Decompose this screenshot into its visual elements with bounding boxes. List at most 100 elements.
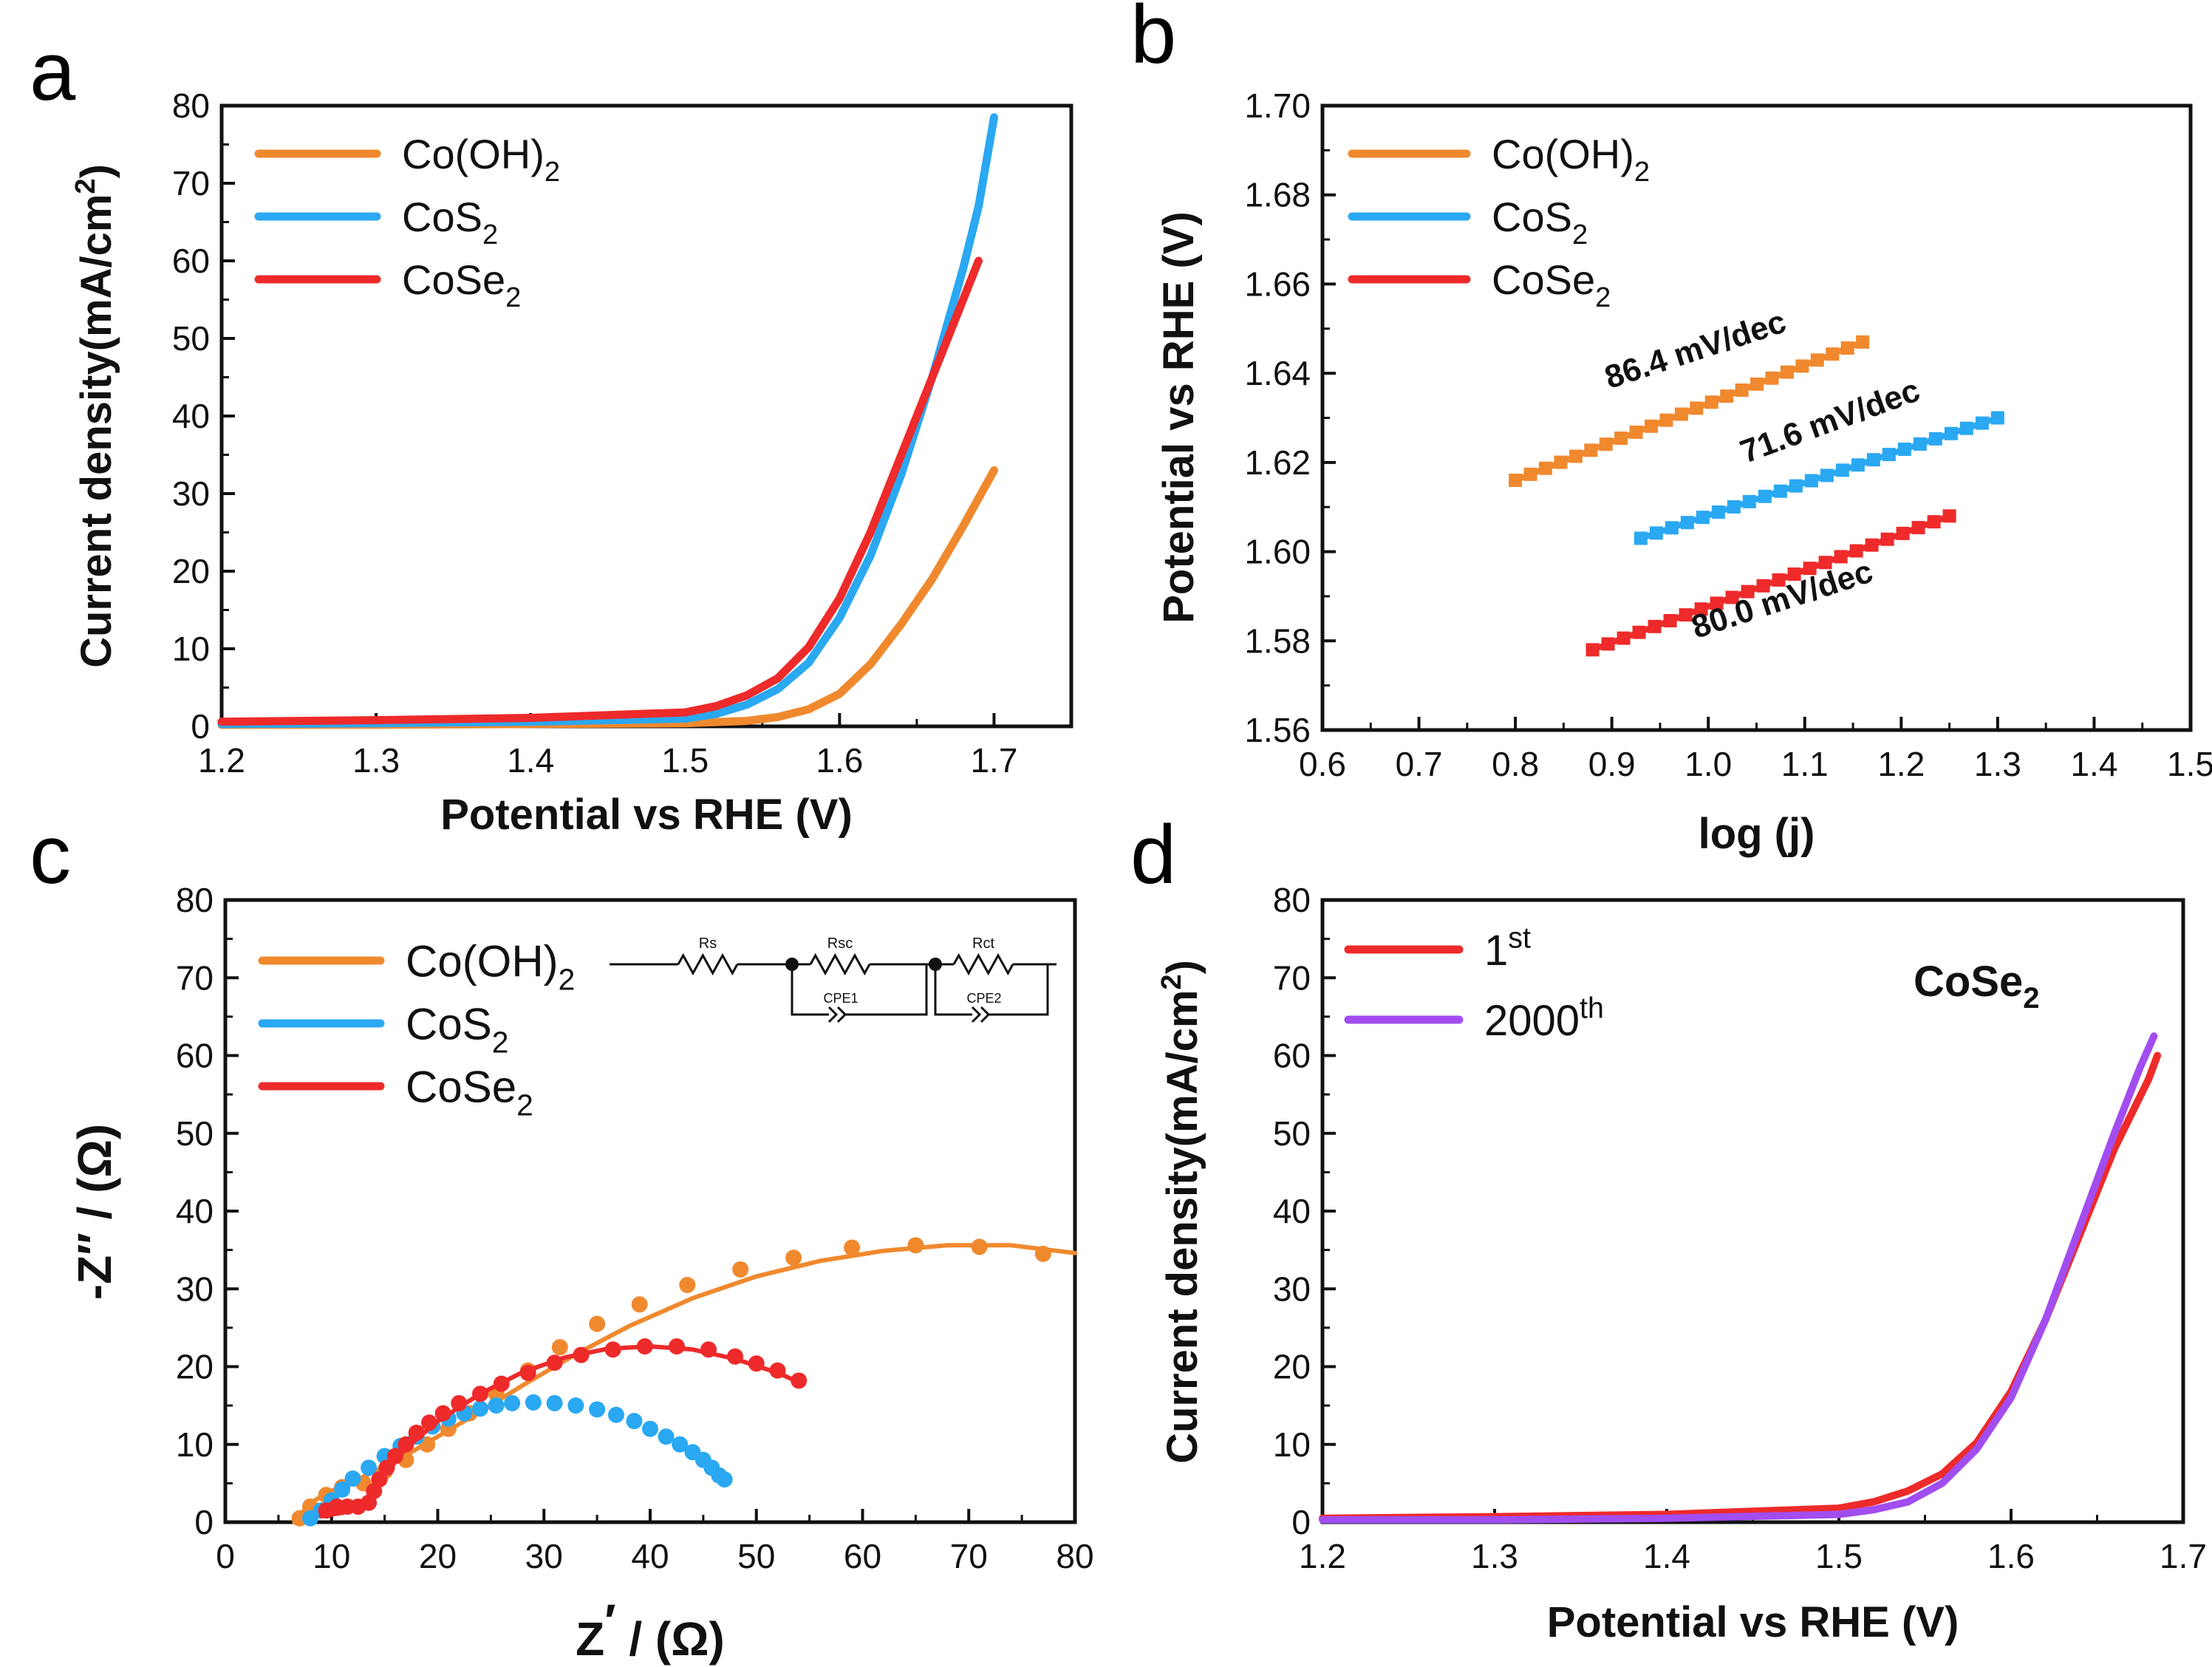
panel-b-data-point [1538, 461, 1552, 475]
panel-c-data-point [668, 1338, 685, 1355]
panel-c-y-tick-label: 60 [176, 1037, 214, 1075]
panel-b-data-point [1634, 531, 1648, 545]
panel-c-data-point [907, 1237, 924, 1254]
panel-b-y-axis-label: Potential vs RHE (V) [1155, 211, 1203, 624]
panel-c-data-point [971, 1238, 988, 1255]
panel-c-legend-label: CoSe2 [406, 1063, 533, 1122]
chart-panel-a: 1.2 1.3 1.4 1.5 1.6 1.7 0 10 20 30 40 50 60 70 80 Co(OH… [70, 86, 1073, 839]
panel-a-y-tick-label: 30 [172, 474, 210, 513]
panel-b-data-point [1835, 463, 1849, 477]
panel-c-fit-curve [318, 1344, 802, 1518]
panel-c-data-point [371, 1471, 388, 1488]
panel-a-y-tick-label: 40 [172, 397, 210, 435]
panel-d-y-tick-label: 10 [1273, 1425, 1311, 1464]
panel-a-x-tick-label: 1.5 [661, 741, 709, 780]
panel-b-data-point [1601, 637, 1615, 651]
circuit-label-cpe: CPE2 [966, 991, 1001, 1006]
panel-b-data-point [1866, 453, 1880, 467]
panel-d-plot-frame [1320, 898, 2185, 1524]
panel-b-data-point [1795, 359, 1809, 373]
panel-b-data-point [1632, 625, 1646, 639]
panel-c-data-point [604, 1341, 621, 1358]
circuit-cpe-symbol [827, 1006, 847, 1023]
panel-b-data-point [1741, 584, 1755, 599]
panel-d-y-tick-label: 20 [1273, 1348, 1311, 1386]
panel-a-x-tick-label: 1.4 [507, 741, 554, 780]
panel-b-data-point [1911, 521, 1925, 535]
panel-b-data-point [1834, 550, 1848, 564]
panel-c-x-tick-label: 80 [1056, 1537, 1093, 1575]
panel-a-x-tick-label: 1.2 [198, 741, 245, 780]
panel-d-x-tick-label: 1.2 [1299, 1537, 1346, 1575]
panel-a-y-tick-label: 0 [191, 707, 210, 746]
panel-d-x-tick-label: 1.5 [1815, 1537, 1863, 1575]
panel-b-data-point [1663, 613, 1677, 627]
panel-c-x-tick-label: 0 [216, 1537, 235, 1575]
panel-b-data-point [1584, 443, 1598, 457]
panel-b-data-point [1928, 432, 1942, 446]
panel-c-x-tick-label: 10 [313, 1537, 350, 1575]
panel-c-x-tick-label: 70 [950, 1537, 988, 1575]
panel-b-data-point [1927, 515, 1941, 529]
panel-b-data-point [1975, 416, 1989, 430]
panel-b-data-point [1880, 532, 1894, 546]
panel-a-y-axis-label: Current density(mA/cm2) [70, 164, 120, 668]
panel-b-data-point [1849, 544, 1863, 558]
panel-d-y-tick-label: 0 [1291, 1503, 1311, 1541]
panel-label-b: b [1130, 0, 1176, 81]
panel-d-series-2000 [1319, 1032, 2158, 1524]
panel-b-x-tick-label: 1.3 [1974, 745, 2021, 783]
panel-b-x-tick-label: 0.7 [1396, 745, 1443, 783]
panel-b-data-point [1851, 458, 1865, 472]
panel-b-data-point [1711, 505, 1725, 519]
panel-b-data-point [1840, 341, 1854, 355]
circuit-label-rct: Rct [972, 935, 994, 952]
panel-b-x-tick-label: 1.2 [1877, 745, 1925, 783]
panel-c-data-point [361, 1459, 378, 1476]
panel-b-data-point [1856, 335, 1870, 349]
panel-b-legend-label: Co(OH)2 [1492, 131, 1650, 188]
panel-c-x-tick-label: 40 [631, 1537, 669, 1575]
panel-b-data-point [1750, 377, 1764, 391]
panel-c-data-point [378, 1459, 395, 1476]
panel-a-y-tick-label: 60 [172, 242, 210, 280]
panel-c-y-tick-label: 20 [176, 1348, 214, 1386]
circuit-wire [989, 964, 1049, 1016]
panel-b-data-point [1704, 395, 1718, 409]
panel-b-data-point [1865, 538, 1879, 552]
panel-b-data-point [1818, 556, 1832, 570]
panel-c-data-point [504, 1394, 521, 1411]
panel-c-y-tick-label: 0 [194, 1503, 214, 1541]
panel-b-data-point [1820, 468, 1834, 483]
panel-b-x-tick-label: 1.4 [2070, 745, 2117, 783]
circuit-wire [934, 964, 972, 1016]
panel-d-x-axis-label: Potential vs RHE (V) [1547, 1598, 1959, 1646]
panel-c-data-point [408, 1424, 425, 1441]
panel-a-legend-label: CoS2 [402, 194, 498, 250]
panel-b-x-tick-label: 0.8 [1492, 745, 1539, 783]
panel-b-data-point [1710, 596, 1724, 610]
panel-c-data-point [573, 1346, 590, 1363]
panel-c-data-point [387, 1448, 403, 1465]
panel-b-data-point [1804, 474, 1818, 488]
panel-b-data-point [1990, 411, 2004, 425]
panel-b-data-point [1896, 526, 1910, 540]
panel-c-data-point [642, 1420, 658, 1437]
panel-b-data-point [1803, 562, 1817, 576]
panel-b-y-tick-label: 1.56 [1244, 711, 1311, 749]
panel-d-y-tick-label: 80 [1273, 881, 1311, 919]
panel-c-legend-label: Co(OH)2 [406, 937, 575, 997]
circuit-wire [845, 964, 928, 1016]
panel-b-data-point [1720, 389, 1734, 403]
panel-b-plot-frame [1320, 103, 2193, 732]
panel-b-data-point [1772, 573, 1786, 587]
panel-b-data-point [1810, 353, 1824, 367]
panel-b-x-tick-label: 0.6 [1299, 745, 1346, 783]
panel-b-data-point [1690, 401, 1704, 415]
panel-d-sample-annotation: CoSe2 [1914, 958, 2040, 1015]
panel-b-data-point [1913, 437, 1927, 451]
panel-b-data-point [1554, 455, 1568, 469]
panel-c-data-point [589, 1315, 606, 1332]
panel-c-data-point [589, 1401, 606, 1418]
panel-d-x-tick-label: 1.4 [1643, 1537, 1690, 1575]
